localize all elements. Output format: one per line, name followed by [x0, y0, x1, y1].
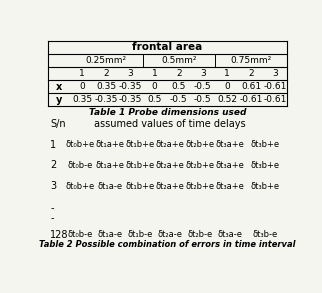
Text: 1: 1	[80, 69, 85, 78]
Text: 1: 1	[50, 139, 56, 150]
Text: -: -	[50, 203, 54, 213]
Text: 0.5mm²: 0.5mm²	[161, 56, 196, 65]
Text: δt₃b+e: δt₃b+e	[250, 140, 279, 149]
Text: 0.5: 0.5	[147, 95, 162, 104]
Text: δt₂b+e: δt₂b+e	[185, 182, 214, 190]
Text: -0.5: -0.5	[194, 82, 212, 91]
Text: δt₃a+e: δt₃a+e	[215, 161, 244, 170]
Text: 0.61: 0.61	[241, 82, 261, 91]
Text: 0.5: 0.5	[172, 82, 186, 91]
Text: 0.35: 0.35	[72, 95, 92, 104]
Text: 3: 3	[200, 69, 206, 78]
Text: δt₂a+e: δt₂a+e	[156, 161, 185, 170]
Text: δt₂b-e: δt₂b-e	[187, 230, 213, 239]
Text: S/n: S/n	[50, 119, 66, 129]
Text: 0.35: 0.35	[96, 82, 117, 91]
Text: 128: 128	[50, 230, 69, 240]
Text: δt₀b+e: δt₀b+e	[66, 140, 95, 149]
Text: x: x	[56, 81, 62, 92]
Text: δt₁a-e: δt₁a-e	[98, 230, 123, 239]
Text: 2: 2	[104, 69, 109, 78]
Text: δt₂a+e: δt₂a+e	[156, 140, 185, 149]
Text: -0.61: -0.61	[263, 95, 287, 104]
Text: δt₃a+e: δt₃a+e	[215, 140, 244, 149]
Text: δt₁a+e: δt₁a+e	[96, 140, 125, 149]
Text: 0.52: 0.52	[217, 95, 237, 104]
Text: -0.35: -0.35	[119, 95, 142, 104]
Text: δt₃b+e: δt₃b+e	[250, 161, 279, 170]
Text: δt₁b+e: δt₁b+e	[126, 161, 155, 170]
Text: assumed values of time delays: assumed values of time delays	[94, 119, 246, 129]
Text: 3: 3	[50, 181, 56, 191]
Text: δt₂a-e: δt₂a-e	[157, 230, 183, 239]
Text: y: y	[56, 95, 62, 105]
Text: δt₁a-e: δt₁a-e	[98, 182, 123, 190]
Text: -0.5: -0.5	[194, 95, 212, 104]
Text: 1: 1	[152, 69, 157, 78]
Text: 0.25mm²: 0.25mm²	[86, 56, 127, 65]
Text: δt₃a+e: δt₃a+e	[215, 182, 244, 190]
Text: -: -	[50, 213, 54, 223]
Text: δt₃a-e: δt₃a-e	[217, 230, 242, 239]
Text: -0.35: -0.35	[119, 82, 142, 91]
Text: -0.5: -0.5	[170, 95, 187, 104]
Text: δt₂b+e: δt₂b+e	[185, 161, 214, 170]
Text: Table 2 Possible combination of errors in time interval: Table 2 Possible combination of errors i…	[39, 240, 296, 249]
Text: frontal area: frontal area	[132, 42, 203, 52]
Text: δt₁a+e: δt₁a+e	[96, 161, 125, 170]
Text: δt₁b+e: δt₁b+e	[126, 182, 155, 190]
Text: 0.75mm²: 0.75mm²	[231, 56, 272, 65]
Text: 3: 3	[272, 69, 278, 78]
Text: δt₁b+e: δt₁b+e	[126, 140, 155, 149]
Text: δt₁b-e: δt₁b-e	[128, 230, 153, 239]
Text: 0: 0	[224, 82, 230, 91]
Text: 0: 0	[80, 82, 85, 91]
Text: δt₀b-e: δt₀b-e	[68, 161, 93, 170]
Text: δt₂a+e: δt₂a+e	[156, 182, 185, 190]
Text: δt₃b-e: δt₃b-e	[252, 230, 278, 239]
Text: 0: 0	[152, 82, 157, 91]
Text: 2: 2	[176, 69, 182, 78]
Text: -0.35: -0.35	[95, 95, 118, 104]
Text: -0.61: -0.61	[240, 95, 263, 104]
Text: 3: 3	[128, 69, 133, 78]
Text: δt₀b+e: δt₀b+e	[66, 182, 95, 190]
Text: -0.61: -0.61	[263, 82, 287, 91]
Text: δt₃b+e: δt₃b+e	[250, 182, 279, 190]
Text: Table 1 Probe dimensions used: Table 1 Probe dimensions used	[89, 108, 246, 117]
Text: 1: 1	[224, 69, 230, 78]
Text: 2: 2	[248, 69, 254, 78]
Text: 2: 2	[50, 160, 56, 170]
Text: δt₂b+e: δt₂b+e	[185, 140, 214, 149]
Text: δt₀b-e: δt₀b-e	[68, 230, 93, 239]
